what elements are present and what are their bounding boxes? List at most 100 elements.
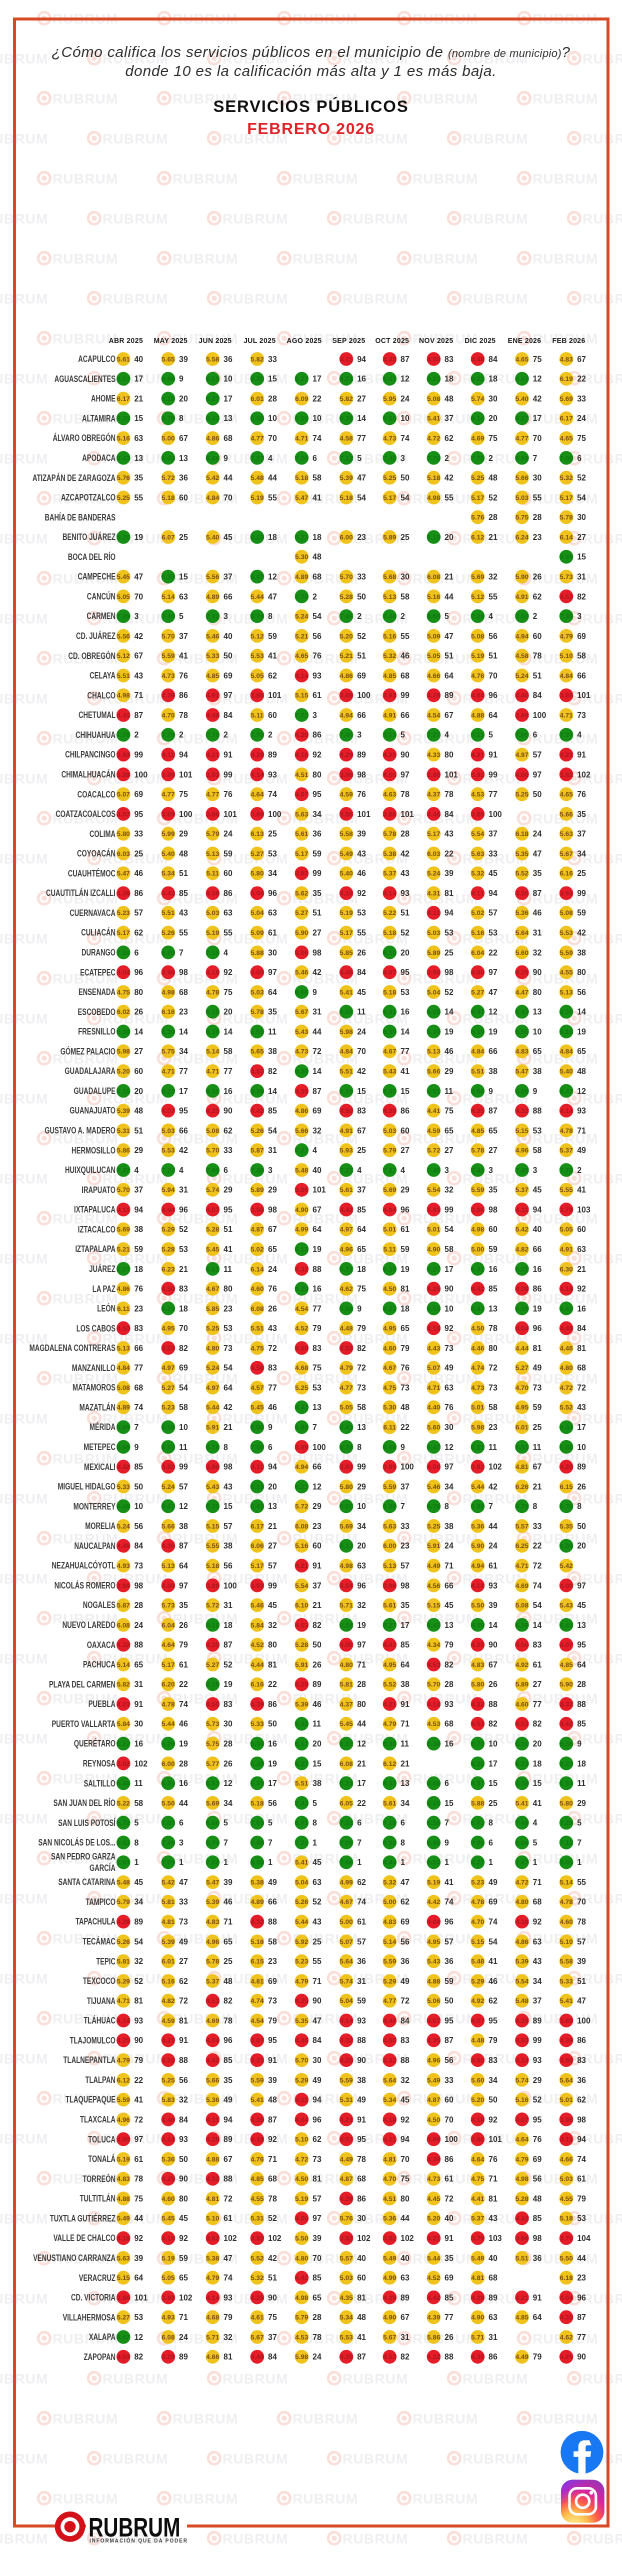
svg-text:18: 18	[357, 1265, 366, 1274]
svg-text:GARCÍA: GARCÍA	[90, 1863, 116, 1873]
svg-text:6.19: 6.19	[560, 376, 573, 383]
svg-text:85: 85	[401, 1641, 410, 1650]
svg-text:4.21: 4.21	[383, 1701, 396, 1708]
svg-text:4.52: 4.52	[251, 1642, 264, 1649]
svg-text:5: 5	[489, 731, 494, 740]
svg-text:25: 25	[577, 869, 586, 878]
svg-text:7.40: 7.40	[515, 1167, 528, 1174]
svg-text:12: 12	[179, 1502, 188, 1511]
svg-text:19: 19	[489, 1027, 498, 1036]
svg-text:46: 46	[224, 1898, 233, 1907]
svg-text:4.88: 4.88	[117, 2196, 130, 2203]
svg-text:13: 13	[533, 1008, 542, 1017]
svg-text:13: 13	[179, 454, 188, 463]
svg-text:6.17: 6.17	[295, 1741, 308, 1748]
svg-text:7.27: 7.27	[251, 455, 264, 462]
svg-text:IZTAPALAPA: IZTAPALAPA	[75, 1244, 116, 1254]
svg-text:59: 59	[134, 1245, 143, 1254]
svg-text:4.35: 4.35	[340, 2354, 353, 2361]
svg-text:70: 70	[401, 2155, 410, 2164]
svg-text:5.70: 5.70	[340, 574, 353, 581]
svg-text:6.35: 6.35	[251, 376, 264, 383]
svg-text:5.28: 5.28	[340, 594, 353, 601]
svg-text:11: 11	[357, 1008, 366, 1017]
svg-text:5.32: 5.32	[560, 475, 573, 482]
svg-text:64: 64	[533, 2313, 542, 2322]
svg-text:7.27: 7.27	[427, 732, 440, 739]
svg-text:7.28: 7.28	[471, 614, 484, 621]
svg-text:24: 24	[134, 1621, 143, 1630]
svg-text:5.18: 5.18	[560, 2216, 573, 2223]
svg-text:37: 37	[445, 414, 454, 423]
svg-text:5.29: 5.29	[117, 1978, 130, 1985]
svg-text:6.47: 6.47	[427, 1444, 440, 1451]
svg-text:97: 97	[357, 1641, 366, 1650]
svg-text:53: 53	[224, 1324, 233, 1333]
svg-text:58: 58	[179, 1403, 188, 1412]
svg-text:4.04: 4.04	[295, 2117, 308, 2124]
svg-text:62: 62	[533, 592, 542, 601]
svg-text:102: 102	[134, 1759, 148, 1768]
svg-text:6.56: 6.56	[560, 1741, 573, 1748]
svg-text:19: 19	[401, 1265, 410, 1274]
svg-text:34: 34	[401, 1799, 410, 1808]
svg-text:27: 27	[489, 1146, 498, 1155]
svg-text:52: 52	[445, 988, 454, 997]
svg-text:GUADALAJARA: GUADALAJARA	[65, 1066, 116, 1076]
svg-text:4.98: 4.98	[515, 2176, 528, 2183]
svg-text:4.41: 4.41	[427, 1108, 440, 1115]
svg-text:87: 87	[179, 1542, 188, 1551]
svg-text:72: 72	[357, 1364, 366, 1373]
svg-text:57: 57	[179, 1482, 188, 1491]
svg-text:16: 16	[445, 1740, 454, 1749]
svg-text:4.46: 4.46	[340, 970, 353, 977]
svg-text:4.73: 4.73	[295, 1049, 308, 1056]
svg-text:86: 86	[268, 1700, 277, 1709]
svg-text:44: 44	[401, 2214, 410, 2223]
svg-text:4.32: 4.32	[427, 2354, 440, 2361]
svg-text:86: 86	[357, 2194, 366, 2203]
svg-text:SAN LUIS POTOSÍ: SAN LUIS POTOSÍ	[58, 1818, 116, 1828]
svg-text:4.14: 4.14	[340, 2018, 353, 2025]
svg-text:5.23: 5.23	[471, 1880, 484, 1887]
svg-text:93: 93	[179, 2135, 188, 2144]
svg-text:4.79: 4.79	[340, 1365, 353, 1372]
svg-text:7.66: 7.66	[340, 1860, 353, 1867]
svg-text:6.78: 6.78	[162, 416, 175, 423]
svg-text:5.23: 5.23	[162, 1405, 175, 1412]
svg-text:5.03: 5.03	[560, 2176, 573, 2183]
svg-text:20: 20	[134, 1087, 143, 1096]
svg-text:98: 98	[224, 1463, 233, 1472]
svg-text:30: 30	[313, 2056, 322, 2065]
svg-text:67: 67	[533, 1463, 542, 1472]
svg-text:27: 27	[577, 533, 586, 542]
svg-text:5.75: 5.75	[515, 515, 528, 522]
svg-text:60: 60	[179, 493, 188, 502]
svg-text:6.89: 6.89	[162, 950, 175, 957]
svg-text:5.80: 5.80	[471, 1682, 484, 1689]
svg-text:92: 92	[533, 1918, 542, 1927]
svg-text:95: 95	[533, 2115, 542, 2124]
svg-text:4.78: 4.78	[162, 1701, 175, 1708]
svg-text:58: 58	[268, 1937, 277, 1946]
svg-text:87: 87	[577, 2313, 586, 2322]
svg-text:4.79: 4.79	[295, 1978, 308, 1985]
svg-text:62: 62	[357, 1878, 366, 1887]
svg-text:5.47: 5.47	[295, 495, 308, 502]
svg-text:4.21: 4.21	[251, 2058, 264, 2065]
svg-text:5.27: 5.27	[206, 1662, 219, 1669]
svg-text:98: 98	[134, 1581, 143, 1590]
svg-text:6.18: 6.18	[340, 1622, 353, 1629]
svg-text:49: 49	[357, 2096, 366, 2105]
svg-text:31: 31	[533, 929, 542, 938]
svg-text:54: 54	[179, 1384, 188, 1393]
svg-text:4.42: 4.42	[340, 1207, 353, 1214]
svg-text:99: 99	[357, 1463, 366, 1472]
svg-text:76: 76	[533, 2135, 542, 2144]
svg-text:23: 23	[577, 2274, 586, 2283]
svg-text:7: 7	[577, 1838, 582, 1847]
svg-text:6: 6	[401, 1819, 406, 1828]
svg-text:70: 70	[313, 2254, 322, 2263]
svg-text:90: 90	[134, 2036, 143, 2045]
svg-text:6.46: 6.46	[117, 1781, 130, 1788]
